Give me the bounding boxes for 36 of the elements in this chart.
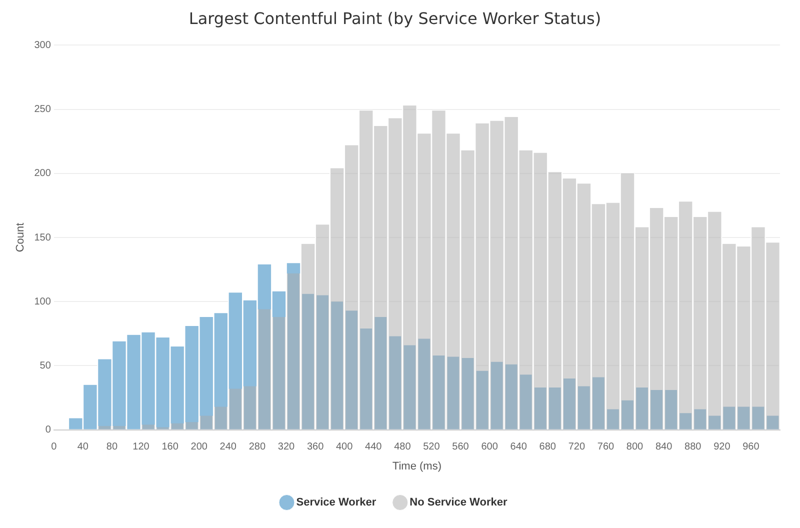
y-tick-label: 0 bbox=[45, 424, 52, 436]
x-tick-label: 280 bbox=[248, 442, 266, 453]
x-tick-label: 920 bbox=[714, 442, 731, 453]
x-tick-label: 480 bbox=[394, 442, 412, 453]
y-tick-label: 150 bbox=[34, 232, 52, 244]
y-tick-label: 200 bbox=[34, 168, 52, 180]
y-tick-label: 300 bbox=[34, 40, 52, 51]
x-tick-label: 640 bbox=[510, 442, 528, 453]
x-axis-title: Time (ms) bbox=[392, 460, 442, 472]
legend-label: Service Worker bbox=[296, 496, 377, 509]
x-tick-label: 400 bbox=[336, 442, 354, 453]
y-tick-label: 50 bbox=[40, 360, 52, 372]
x-tick-label: 760 bbox=[597, 442, 615, 453]
y-tick-label: 100 bbox=[34, 296, 52, 308]
x-tick-label: 720 bbox=[568, 442, 586, 453]
x-tick-label: 40 bbox=[77, 442, 89, 453]
x-tick-label: 440 bbox=[365, 442, 382, 453]
x-tick-label: 880 bbox=[684, 442, 702, 453]
x-tick-label: 360 bbox=[306, 442, 324, 453]
x-tick-label: 80 bbox=[106, 442, 118, 453]
x-tick-label: 120 bbox=[132, 442, 150, 453]
x-tick-label: 240 bbox=[220, 442, 237, 453]
x-tick-label: 560 bbox=[452, 442, 470, 453]
legend-label: No Service Worker bbox=[410, 496, 508, 509]
x-tick-label: 960 bbox=[742, 442, 760, 453]
x-tick-label: 800 bbox=[626, 442, 644, 453]
y-axis-title: Count bbox=[14, 222, 27, 252]
x-tick-label: 600 bbox=[481, 442, 498, 453]
chart-title: Largest Contentful Paint (by Service Worker Status) bbox=[188, 8, 602, 28]
x-tick-label: 840 bbox=[655, 442, 673, 453]
x-tick-label: 520 bbox=[423, 442, 440, 453]
x-tick-label: 680 bbox=[539, 442, 556, 453]
x-tick-label: 160 bbox=[162, 442, 179, 453]
x-tick-label: 200 bbox=[190, 442, 208, 453]
x-tick-label: 320 bbox=[278, 442, 296, 453]
y-tick-label: 250 bbox=[34, 104, 52, 116]
